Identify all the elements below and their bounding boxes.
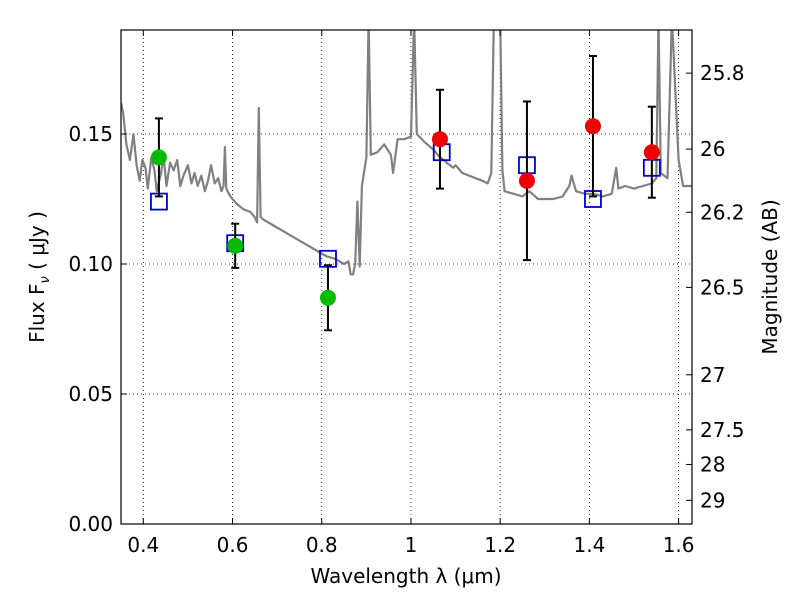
x-tick-label: 1.4 [573, 533, 605, 557]
plot-frame [120, 29, 693, 525]
observed-photometry-point [227, 237, 244, 254]
axis-ticks: 0.4 0.6 0.8 1 1.2 1.4 1.6 0.00 0.05 0.10 0.15 25.8 2… [68, 30, 745, 557]
y2-tick-label: 28 [700, 452, 725, 476]
observed-photometry-point [584, 118, 601, 135]
y2-axis-label: Magnitude (AB) [758, 199, 782, 354]
y-axis-label-unit: ( μJy ) [25, 211, 49, 276]
x-tick-label: 1 [405, 533, 418, 557]
x-tick-label: 1.6 [663, 533, 695, 557]
model-spectrum-line [121, 30, 692, 276]
x-tick-label: 1.2 [484, 533, 516, 557]
y-tick-label: 0.10 [68, 252, 113, 276]
y2-tick-label: 27 [700, 363, 725, 387]
observed-photometry-point [319, 289, 336, 306]
y-tick-label: 0.05 [68, 382, 113, 406]
y2-tick-label: 26.2 [700, 200, 745, 224]
y2-tick-label: 25.8 [700, 61, 745, 85]
y-axis-label: Flux Fν ( μJy ) [25, 211, 53, 343]
y2-tick-label: 29 [700, 488, 725, 512]
y-axis-label-main: Flux F [25, 283, 49, 342]
observed-photometry-point [431, 131, 448, 148]
y-tick-label: 0.15 [68, 122, 113, 146]
y-axis-label-subscript: ν [38, 276, 53, 283]
x-tick-label: 0.8 [306, 533, 338, 557]
x-tick-label: 0.6 [217, 533, 249, 557]
observed-photometry-point [643, 144, 660, 161]
y2-tick-label: 26.5 [700, 275, 745, 299]
y2-tick-label: 26 [700, 137, 725, 161]
y2-tick-label: 27.5 [700, 418, 745, 442]
observed-photometry-point [150, 149, 167, 166]
plot-area [121, 30, 692, 332]
observed-photometry-point [518, 172, 535, 189]
x-tick-label: 0.4 [127, 533, 159, 557]
y-tick-label: 0.00 [68, 512, 113, 536]
x-axis-label: Wavelength λ (μm) [310, 564, 501, 588]
